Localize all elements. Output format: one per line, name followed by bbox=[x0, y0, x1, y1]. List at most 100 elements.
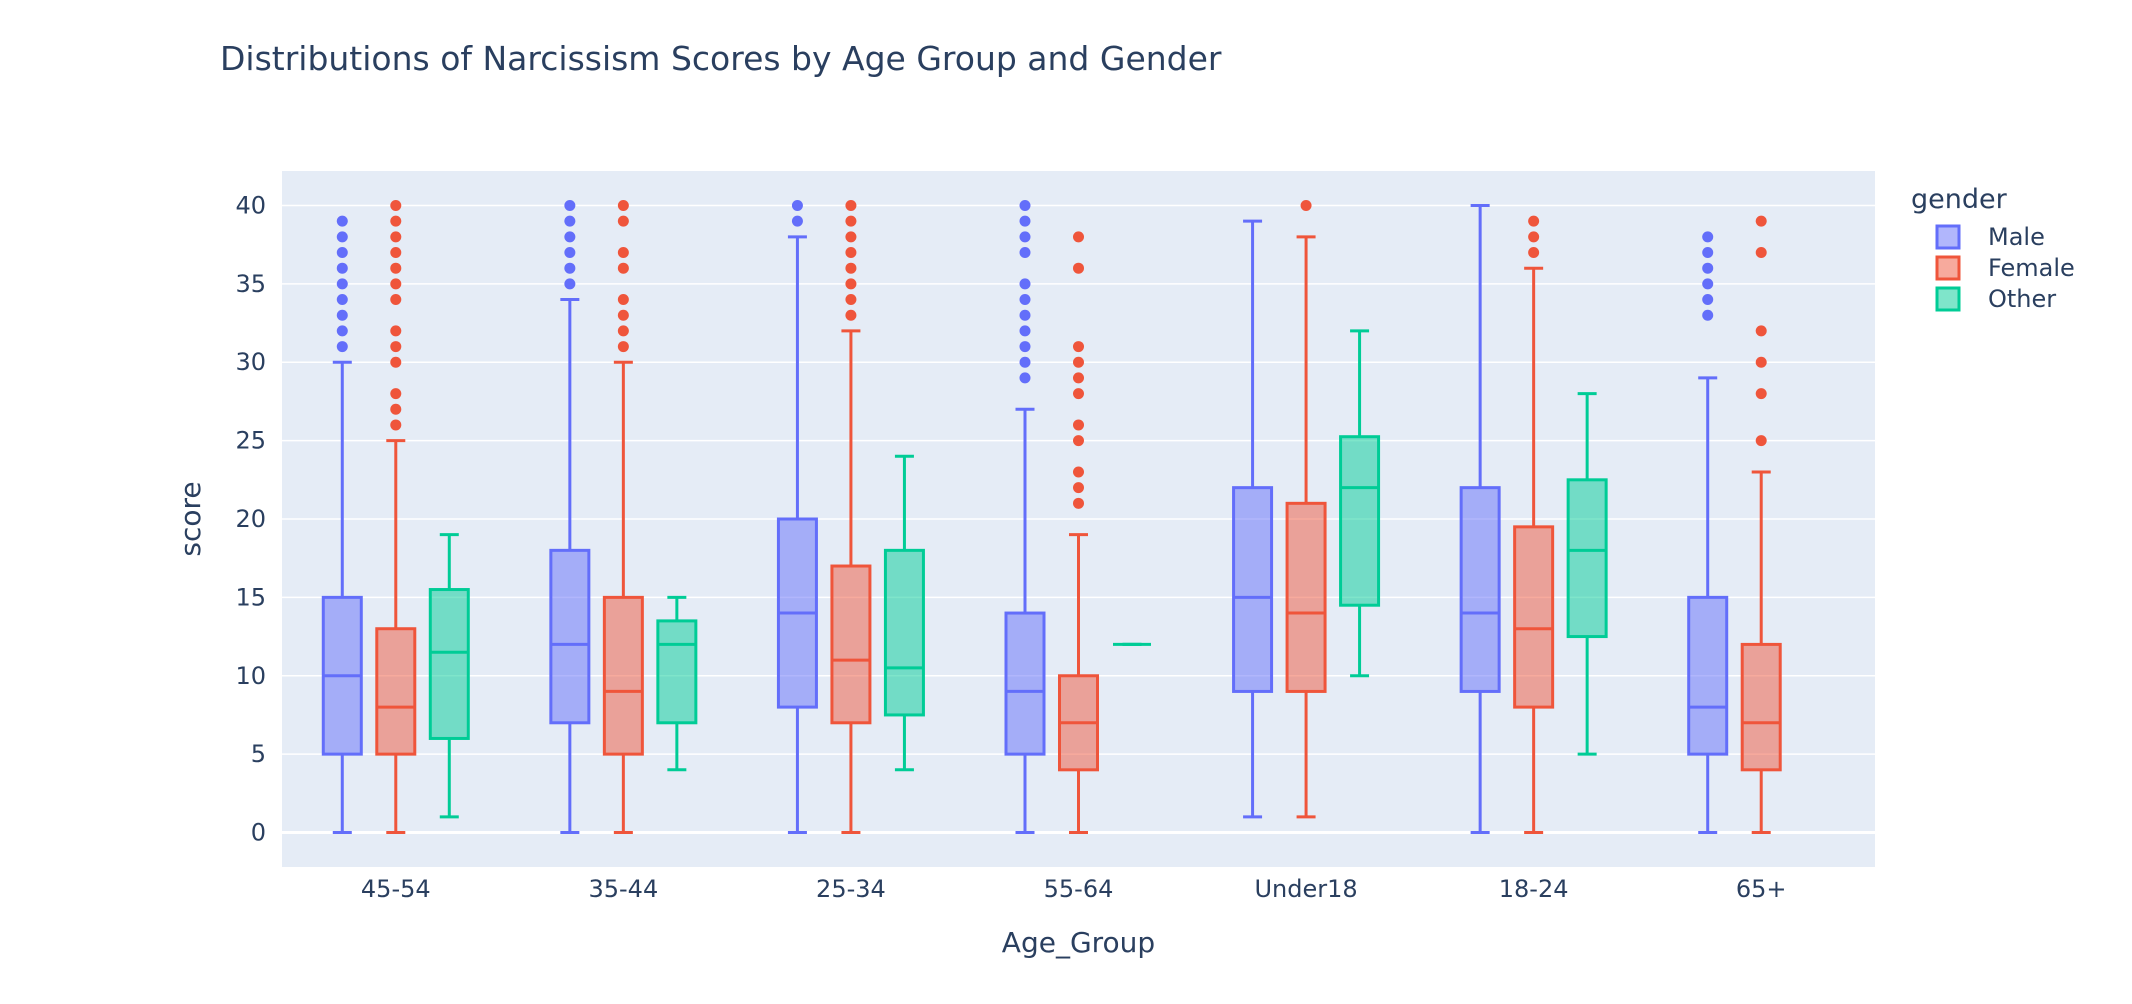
outlier-point bbox=[1019, 309, 1031, 321]
outlier-point bbox=[390, 356, 402, 368]
y-tick-label: 35 bbox=[235, 270, 266, 298]
legend-label: Other bbox=[1988, 285, 2056, 313]
outlier-point bbox=[564, 262, 576, 274]
outlier-point bbox=[1019, 199, 1031, 211]
outlier-point bbox=[1702, 231, 1714, 243]
outlier-point bbox=[1755, 215, 1767, 227]
box-other-45-54 bbox=[428, 533, 470, 819]
x-tick-label: 45-54 bbox=[361, 875, 431, 903]
outlier-point bbox=[845, 247, 857, 259]
outlier-point bbox=[336, 341, 348, 353]
x-tick-label: 25-34 bbox=[816, 875, 886, 903]
y-axis-title: score bbox=[174, 481, 207, 556]
legend-swatch bbox=[1935, 224, 1961, 250]
outlier-point bbox=[1300, 199, 1312, 211]
outlier-point bbox=[1073, 231, 1084, 243]
box-male-65+ bbox=[1687, 231, 1729, 835]
box-other-under18 bbox=[1339, 329, 1381, 678]
chart-title: Distributions of Narcissism Scores by Ag… bbox=[220, 39, 1222, 78]
iqr-box bbox=[1232, 486, 1274, 693]
outlier-point bbox=[1073, 466, 1084, 478]
box-female-55-64 bbox=[1058, 231, 1099, 835]
iqr-box bbox=[375, 627, 417, 756]
outlier-point bbox=[1073, 419, 1084, 431]
box-other-35-44 bbox=[656, 595, 698, 772]
legend-label: Male bbox=[1988, 223, 2045, 251]
outlier-point bbox=[1755, 388, 1767, 400]
outlier-point bbox=[1019, 372, 1031, 384]
box-male-25-34 bbox=[776, 199, 818, 835]
box-female-45-54 bbox=[375, 199, 417, 835]
outlier-point bbox=[845, 262, 857, 274]
iqr-box bbox=[428, 588, 470, 740]
box-male-35-44 bbox=[549, 199, 591, 835]
outlier-point bbox=[336, 262, 348, 274]
outlier-point bbox=[617, 215, 629, 227]
outlier-point bbox=[1528, 231, 1540, 243]
legend: gender Male Female Other bbox=[1911, 184, 2075, 313]
x-tick-label: 35-44 bbox=[588, 875, 658, 903]
series-female bbox=[375, 199, 1782, 835]
iqr-box bbox=[1285, 501, 1327, 693]
x-tick-label: Under18 bbox=[1254, 875, 1357, 903]
legend-item-male: Male bbox=[1935, 223, 2045, 251]
outlier-point bbox=[1073, 497, 1084, 509]
outlier-point bbox=[1019, 341, 1031, 353]
outlier-point bbox=[390, 294, 402, 306]
x-axis-title: Age_Group bbox=[1002, 926, 1155, 959]
outlier-point bbox=[564, 199, 576, 211]
outlier-point bbox=[390, 278, 402, 290]
legend-swatch bbox=[1935, 255, 1961, 281]
outlier-point bbox=[791, 199, 803, 211]
outlier-point bbox=[390, 231, 402, 243]
box-female-65+ bbox=[1740, 215, 1782, 835]
outlier-point bbox=[1755, 325, 1767, 337]
outlier-point bbox=[1073, 262, 1084, 274]
outlier-point bbox=[336, 294, 348, 306]
y-tick-label: 5 bbox=[251, 740, 266, 768]
outlier-point bbox=[336, 231, 348, 243]
outlier-point bbox=[1019, 231, 1031, 243]
iqr-box bbox=[830, 564, 872, 725]
y-tick-label: 0 bbox=[251, 819, 266, 847]
outlier-point bbox=[845, 231, 857, 243]
outlier-point bbox=[1073, 435, 1084, 447]
legend-swatch bbox=[1935, 286, 1961, 312]
outlier-point bbox=[845, 278, 857, 290]
box-series bbox=[321, 199, 1782, 835]
x-tick-label: 55-64 bbox=[1044, 875, 1114, 903]
outlier-point bbox=[390, 419, 402, 431]
iqr-box bbox=[1687, 595, 1729, 756]
x-tick-label: 65+ bbox=[1736, 875, 1787, 903]
y-tick-label: 40 bbox=[235, 191, 266, 219]
iqr-box bbox=[1339, 435, 1381, 607]
outlier-point bbox=[1019, 247, 1031, 259]
y-tick-label: 25 bbox=[235, 427, 266, 455]
outlier-point bbox=[1755, 247, 1767, 259]
iqr-box bbox=[656, 619, 698, 725]
outlier-point bbox=[1702, 278, 1714, 290]
box-other-25-34 bbox=[883, 454, 925, 772]
outlier-point bbox=[1019, 356, 1031, 368]
outlier-point bbox=[390, 262, 402, 274]
box-male-under18 bbox=[1232, 219, 1274, 819]
box-male-55-64 bbox=[1004, 199, 1046, 835]
x-tick-labels: 45-54 35-44 25-34 55-64 Under18 18-24 65+ bbox=[361, 875, 1787, 903]
outlier-point bbox=[617, 309, 629, 321]
box-male-45-54 bbox=[321, 215, 363, 835]
outlier-point bbox=[1073, 372, 1084, 384]
series-male bbox=[321, 199, 1729, 835]
outlier-point bbox=[390, 199, 402, 211]
outlier-point bbox=[1073, 482, 1084, 494]
outlier-point bbox=[336, 215, 348, 227]
box-other-18-24 bbox=[1566, 392, 1608, 756]
outlier-point bbox=[336, 325, 348, 337]
box-female-under18 bbox=[1285, 199, 1327, 819]
outlier-point bbox=[1019, 294, 1031, 306]
outlier-point bbox=[617, 199, 629, 211]
outlier-point bbox=[1702, 247, 1714, 259]
outlier-point bbox=[564, 247, 576, 259]
y-tick-labels: 0 5 10 15 20 25 30 35 40 bbox=[235, 191, 266, 846]
outlier-point bbox=[845, 309, 857, 321]
